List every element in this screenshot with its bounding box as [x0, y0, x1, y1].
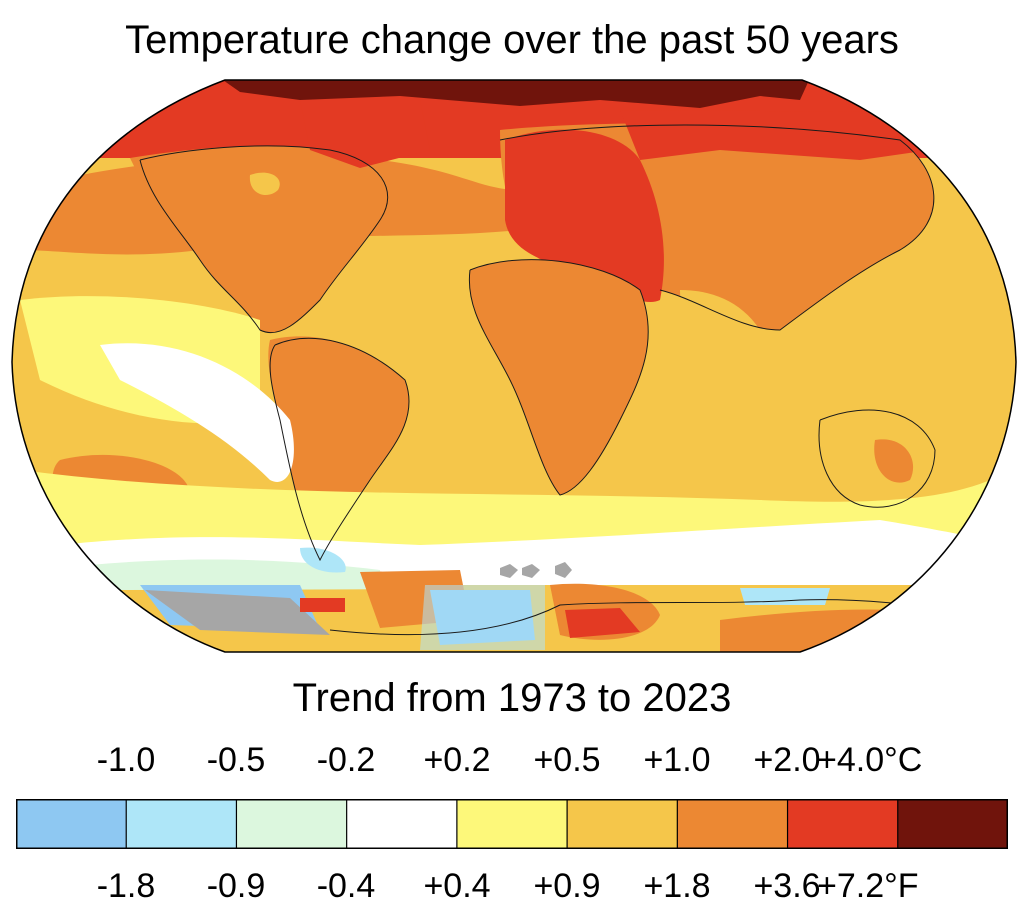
- coastline-south-america: [269, 337, 410, 562]
- legend-swatch: [567, 799, 678, 849]
- antarctic-warm-east: [720, 609, 960, 652]
- legend-swatch: [456, 799, 568, 849]
- fahrenheit-tick-label: +1.8: [643, 867, 711, 905]
- legend-swatch: [787, 799, 899, 849]
- fahrenheit-tick-label: -0.9: [206, 867, 266, 905]
- celsius-tick-label: +4.0°C: [817, 741, 923, 779]
- fahrenheit-tick-label: +0.4: [423, 867, 491, 905]
- coastline-australia: [818, 409, 936, 508]
- coastlines: [139, 124, 961, 636]
- west-antarctic-hot: [300, 598, 345, 612]
- south-pacific-white: [100, 343, 294, 482]
- north-america: [130, 145, 388, 333]
- coastline-africa: [468, 259, 649, 496]
- south-asia: [680, 290, 760, 354]
- celsius-tick-label: +0.5: [533, 741, 601, 779]
- trend-subtitle: Trend from 1973 to 2023: [292, 676, 732, 720]
- legend-swatch: [16, 799, 127, 849]
- fahrenheit-tick-label: -1.8: [96, 867, 156, 905]
- coastline-north-america: [139, 145, 389, 334]
- coastline-eurasia: [499, 124, 935, 331]
- celsius-tick-label: +2.0: [753, 741, 821, 779]
- world-temperature-map: [11, 79, 1017, 653]
- no-data-cell: [500, 564, 518, 578]
- coastline-antarctica: [329, 599, 961, 636]
- map-outline: [11, 79, 1017, 653]
- africa: [469, 259, 649, 495]
- antarctic-cooling-east-light: [420, 585, 545, 650]
- southern-ocean-cool: [300, 547, 346, 573]
- north-america-cold-patch: [249, 172, 280, 195]
- antarctic-no-data: [145, 590, 330, 635]
- legend-swatch: [897, 799, 1008, 849]
- legend-frame: [16, 799, 1008, 849]
- australia-hotspot: [874, 439, 914, 483]
- fahrenheit-tick-label: +0.9: [533, 867, 601, 905]
- celsius-tick-label: -0.5: [206, 741, 266, 779]
- celsius-tick-label: +1.0: [643, 741, 711, 779]
- siberia-hotspot: [620, 110, 930, 160]
- map-title: Temperature change over the past 50 year…: [125, 18, 899, 62]
- legend-swatch: [236, 799, 348, 849]
- fahrenheit-tick-label: +7.2°F: [817, 867, 919, 905]
- europe-middle-east-hotspot: [505, 129, 664, 303]
- legend-swatch: [126, 799, 237, 849]
- fahrenheit-tick-label: -0.4: [316, 867, 376, 905]
- color-legend: -1.0 -0.5 -0.2 +0.2 +0.5 +1.0 +2.0 +4.0°…: [0, 740, 1024, 918]
- antarctic-cooling-far-east: [740, 588, 830, 605]
- arctic-extreme-zone: [220, 80, 810, 108]
- celsius-tick-label: -1.0: [96, 741, 156, 779]
- celsius-tick-label: -0.2: [316, 741, 376, 779]
- legend-color-bar: [16, 799, 1008, 849]
- celsius-tick-label: +0.2: [423, 741, 491, 779]
- antarctic-hot-patch: [565, 608, 640, 638]
- no-data-cell: [555, 562, 572, 578]
- southern-ocean-green: [90, 559, 380, 590]
- fahrenheit-tick-label: +3.6: [753, 867, 821, 905]
- no-data-cell: [522, 564, 540, 578]
- legend-swatch: [346, 799, 458, 849]
- legend-swatch: [677, 799, 789, 849]
